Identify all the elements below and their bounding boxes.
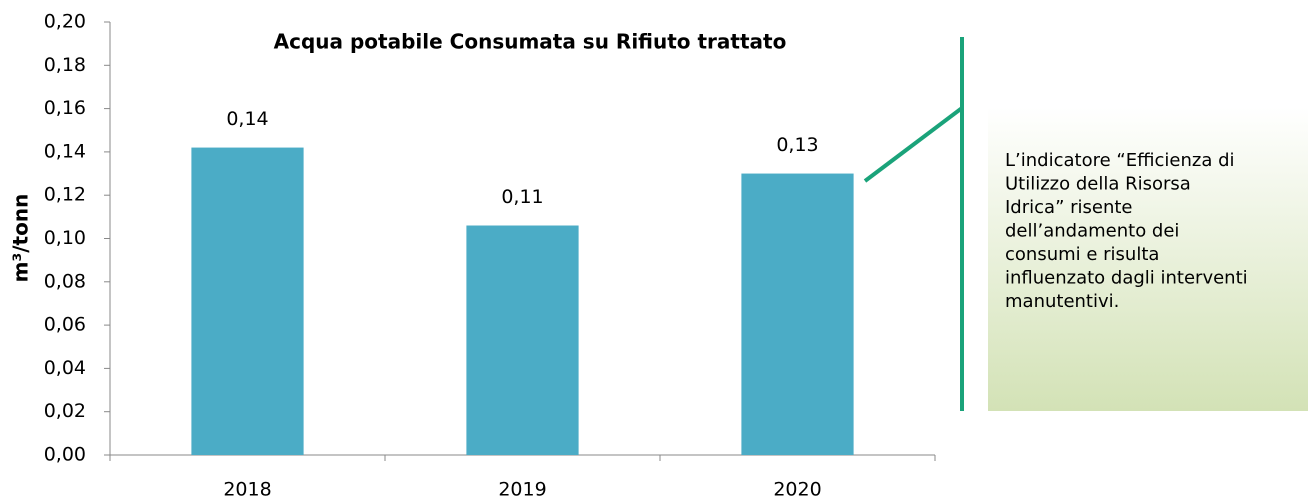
y-tick-label: 0,06: [44, 314, 86, 336]
y-tick-label: 0,16: [44, 97, 86, 119]
y-tick-label: 0,08: [44, 270, 86, 292]
data-label: 0,14: [226, 108, 268, 130]
y-tick-label: 0,04: [44, 357, 86, 379]
annotation: L’indicatore “Efficienza di Utilizzo dell…: [1005, 150, 1248, 312]
bar: [741, 173, 854, 456]
callout-pointer: [863, 106, 964, 183]
annotation-line: Utilizzo della Risorsa: [1005, 174, 1191, 195]
bar: [191, 147, 304, 455]
y-tick-label: 0,10: [44, 227, 86, 249]
y-tick-label: 0,02: [44, 400, 86, 422]
bar: [466, 225, 579, 455]
x-tick-label: 2020: [773, 479, 821, 499]
annotation-line: influenzato dagli interventi: [1005, 268, 1248, 289]
chart-title: Acqua potabile Consumata su Rifiuto trat…: [274, 30, 787, 54]
annotation-line: manutentivi.: [1005, 291, 1119, 312]
y-tick-label: 0,20: [44, 11, 86, 33]
annotation-line: consumi e risulta: [1005, 244, 1159, 265]
annotation-box: [988, 107, 1308, 411]
x-tick-label: 2018: [223, 479, 271, 499]
data-label: 0,11: [501, 186, 543, 208]
annotation-line: L’indicatore “Efficienza di: [1005, 150, 1235, 171]
annotation-line: dell’andamento dei: [1005, 221, 1179, 242]
annotation-line: Idrica” risente: [1005, 197, 1133, 218]
y-tick-label: 0,12: [44, 184, 86, 206]
y-tick-label: 0,00: [44, 444, 86, 466]
y-tick-label: 0,14: [44, 140, 86, 162]
data-label: 0,13: [776, 134, 818, 156]
x-tick-label: 2019: [498, 479, 546, 499]
y-tick-label: 0,18: [44, 54, 86, 76]
y-axis-label: m³/tonn: [9, 194, 33, 283]
